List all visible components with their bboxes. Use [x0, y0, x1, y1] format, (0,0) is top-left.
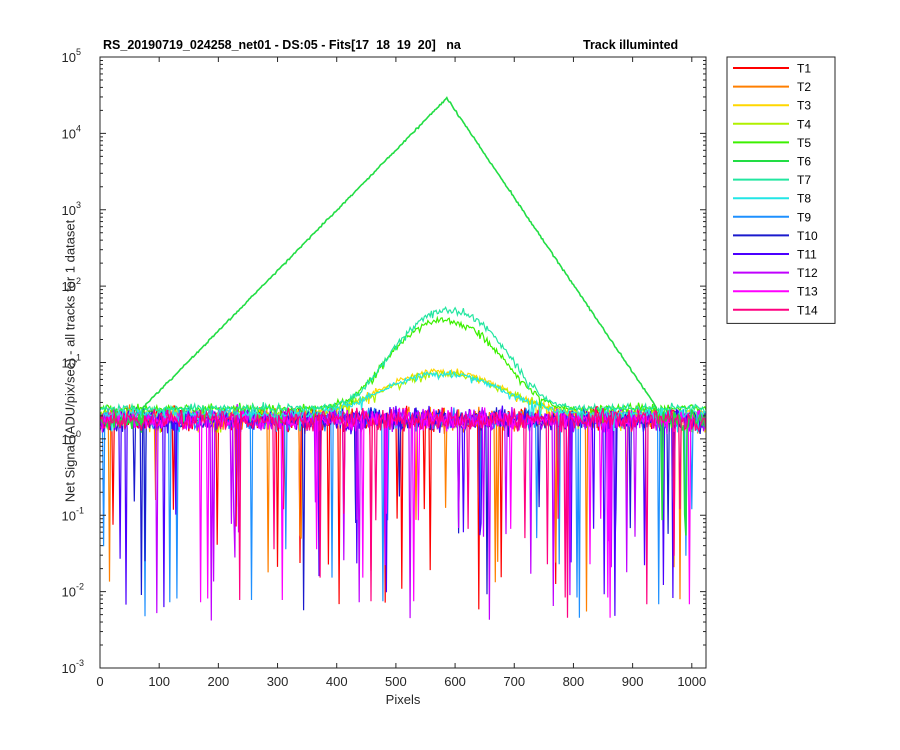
x-tick-label: 600	[444, 674, 466, 689]
legend-label-t13: T13	[797, 285, 818, 299]
chart-title-right: Track illuminted	[583, 38, 679, 52]
x-tick-label: 0	[96, 674, 103, 689]
y-tick-exponent: 3	[76, 200, 81, 210]
series-layer	[100, 96, 706, 621]
y-tick-exponent: 2	[76, 276, 81, 286]
y-tick-label: 10	[62, 508, 76, 523]
y-tick-label: 10	[62, 279, 76, 294]
legend-box	[726, 56, 836, 324]
y-tick-exponent: -1	[76, 505, 84, 515]
legend-label-t5: T5	[797, 136, 811, 150]
series-line-t7	[100, 305, 706, 424]
y-tick-exponent: 5	[76, 47, 81, 57]
y-tick-exponent: 4	[76, 123, 81, 133]
y-tick-exponent: -3	[76, 658, 84, 668]
y-tick-label: 10	[62, 203, 76, 218]
legend-label-t4: T4	[797, 117, 811, 131]
legend-label-t12: T12	[797, 266, 818, 280]
x-axis: 0 100 200 300 400 500 600 700 800 900 1000	[96, 57, 706, 689]
x-tick-label: 800	[563, 674, 585, 689]
legend-label-t14: T14	[797, 303, 818, 317]
y-tick-label: 10	[62, 126, 76, 141]
y-tick-label: 10	[62, 50, 76, 65]
y-tick-label: 10	[62, 661, 76, 676]
y-tick-label: 10	[62, 585, 76, 600]
series-line-t14	[100, 406, 706, 618]
x-tick-label: 300	[267, 674, 289, 689]
x-tick-label: 700	[503, 674, 525, 689]
x-tick-label: 100	[148, 674, 170, 689]
y-tick-exponent: 1	[76, 353, 81, 363]
x-tick-label: 200	[208, 674, 230, 689]
legend-label-t11: T11	[797, 248, 817, 262]
legend-label-t6: T6	[797, 155, 811, 169]
legend-label-t9: T9	[797, 210, 811, 224]
chart-title: RS_20190719_024258_net01 - DS:05 - Fits[…	[103, 38, 461, 52]
x-tick-label: 900	[622, 674, 644, 689]
y-tick-exponent: 0	[76, 429, 81, 439]
x-tick-label: 1000	[677, 674, 706, 689]
legend-label-t7: T7	[797, 173, 811, 187]
y-tick-exponent: -2	[76, 582, 84, 592]
legend-label-t10: T10	[797, 229, 818, 243]
x-tick-label: 500	[385, 674, 407, 689]
legend-label-t2: T2	[797, 80, 811, 94]
legend-label-t1: T1	[797, 62, 811, 76]
legend-label-t8: T8	[797, 192, 811, 206]
y-axis-label: Net Signal (ADU/pix/sec) - all tracks fo…	[62, 219, 78, 503]
x-tick-label: 400	[326, 674, 348, 689]
series-line-t12	[100, 403, 706, 621]
y-tick-label: 10	[62, 356, 76, 371]
x-axis-label: Pixels	[385, 692, 421, 707]
legend-label-t3: T3	[797, 99, 811, 113]
y-tick-label: 10	[62, 432, 76, 447]
legend: T1 T2 T3 T4 T5 T6 T7 T8 T9 T10 T11 T12 T13 T14	[726, 56, 836, 324]
series-line-t6	[100, 96, 706, 536]
